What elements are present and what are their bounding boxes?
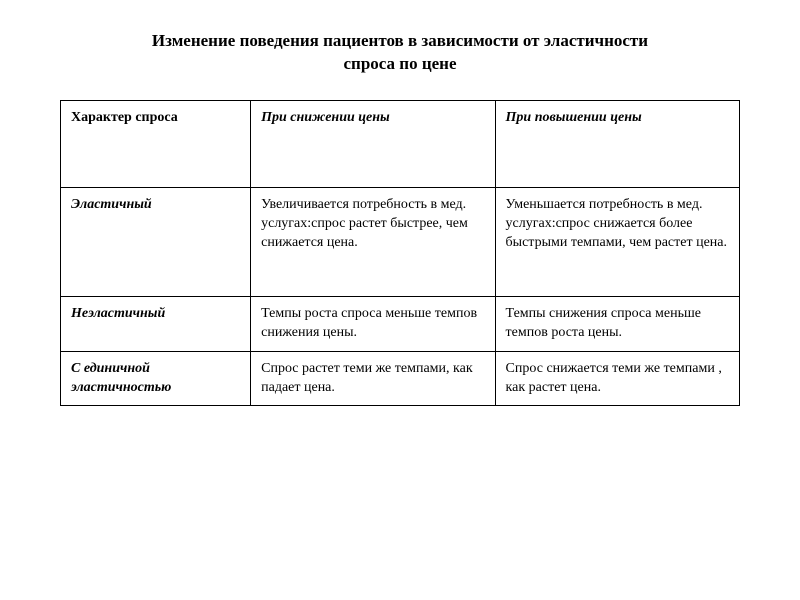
row-inelastic-decrease: Темпы роста спроса меньше темпов снижени…	[251, 296, 495, 351]
header-col-character: Характер спроса	[61, 100, 251, 187]
row-unit-increase: Спрос снижается теми же темпами , как ра…	[495, 351, 739, 406]
table-row: Эластичный Увеличивается потребность в м…	[61, 187, 740, 296]
header-col-decrease: При снижении цены	[251, 100, 495, 187]
row-elastic-increase: Уменьшается потребность в мед. услугах:с…	[495, 187, 739, 296]
table-row: С единичной эластичностью Спрос растет т…	[61, 351, 740, 406]
row-label-unit: С единичной эластичностью	[61, 351, 251, 406]
row-label-elastic: Эластичный	[61, 187, 251, 296]
elasticity-table: Характер спроса При снижении цены При по…	[60, 100, 740, 407]
row-label-inelastic: Неэластичный	[61, 296, 251, 351]
row-elastic-decrease: Увеличивается потребность в мед. услугах…	[251, 187, 495, 296]
row-unit-decrease: Спрос растет теми же темпами, как падает…	[251, 351, 495, 406]
table-header-row: Характер спроса При снижении цены При по…	[61, 100, 740, 187]
header-col-increase: При повышении цены	[495, 100, 739, 187]
title-line-1: Изменение поведения пациентов в зависимо…	[152, 31, 648, 50]
page-title: Изменение поведения пациентов в зависимо…	[60, 30, 740, 76]
table-row: Неэластичный Темпы роста спроса меньше т…	[61, 296, 740, 351]
row-inelastic-increase: Темпы снижения спроса меньше темпов рост…	[495, 296, 739, 351]
document-page: Изменение поведения пациентов в зависимо…	[0, 0, 800, 426]
title-line-2: спроса по цене	[343, 54, 456, 73]
